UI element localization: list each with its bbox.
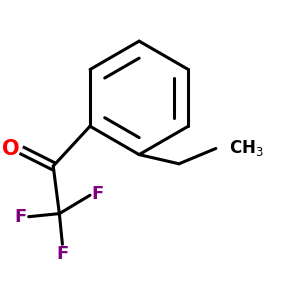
Text: F: F xyxy=(14,208,26,226)
Text: O: O xyxy=(2,139,20,159)
Text: F: F xyxy=(56,245,68,263)
Text: F: F xyxy=(92,185,104,203)
Text: CH$_3$: CH$_3$ xyxy=(229,139,263,158)
